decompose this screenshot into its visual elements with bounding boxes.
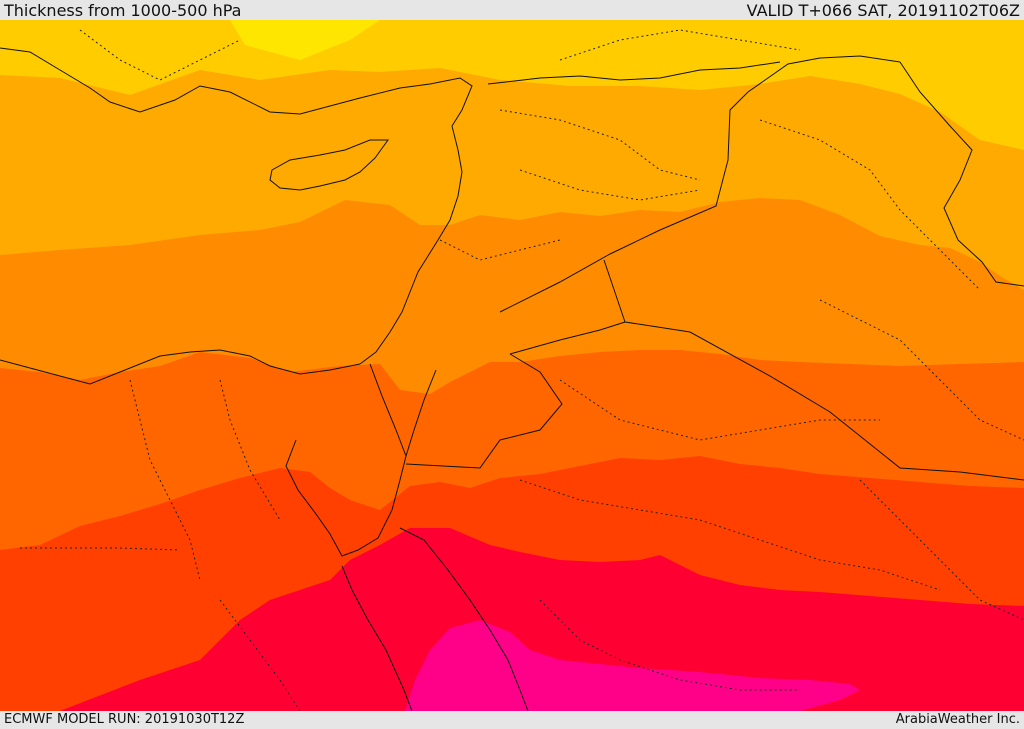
- red-sea-coast-east: [399, 527, 529, 711]
- border-saudi-north: [405, 353, 563, 469]
- gulf-of-suez: [285, 439, 379, 557]
- admin-line-14: [859, 479, 1024, 621]
- model-run-label: ECMWF MODEL RUN: 20191030T12Z: [4, 712, 245, 727]
- footer-bar: ECMWF MODEL RUN: 20191030T12Z ArabiaWeat…: [0, 711, 1024, 729]
- admin-line-9: [519, 479, 941, 591]
- admin-boundaries: [20, 29, 1024, 711]
- border-iraq-saudi: [624, 321, 1024, 481]
- gulf-of-aqaba: [377, 455, 407, 539]
- admin-line-3: [759, 119, 981, 291]
- turkey-coast: [0, 47, 473, 127]
- header-bar: Thickness from 1000-500 hPa VALID T+066 …: [0, 0, 1024, 20]
- admin-line-8: [559, 379, 880, 441]
- border-turkey-syria: [487, 61, 781, 85]
- admin-line-6: [20, 547, 181, 551]
- admin-line-11: [219, 599, 301, 711]
- cyprus-outline: [269, 139, 389, 191]
- admin-line-1: [499, 109, 701, 181]
- egypt-north-coast: [0, 349, 361, 385]
- border-syria-iraq: [499, 55, 901, 313]
- admin-line-15: [439, 239, 561, 261]
- border-jordan-saudi: [509, 259, 626, 355]
- border-jordan-west: [405, 369, 437, 457]
- admin-line-2: [519, 169, 701, 201]
- thickness-map[interactable]: [0, 20, 1024, 711]
- border-iran-iraq: [899, 61, 1024, 287]
- levant-coast: [359, 125, 463, 365]
- admin-line-4: [819, 299, 1024, 441]
- thickness-band-8: [405, 620, 860, 711]
- border-egypt-israel: [369, 363, 407, 457]
- admin-line-10: [539, 599, 800, 691]
- admin-line-7: [219, 379, 281, 521]
- red-sea-coast: [341, 565, 413, 711]
- thickness-band-7: [60, 528, 1024, 711]
- admin-line-13: [559, 29, 801, 61]
- valid-time: VALID T+066 SAT, 20191102T06Z: [746, 1, 1020, 20]
- map-title: Thickness from 1000-500 hPa: [4, 1, 242, 20]
- credit-label: ArabiaWeather Inc.: [895, 712, 1020, 727]
- coastlines: [0, 47, 1024, 711]
